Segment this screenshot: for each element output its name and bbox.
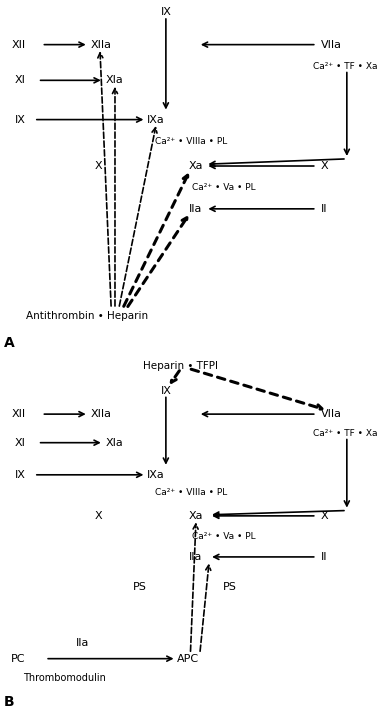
Text: Ca²⁺ • VIIIa • PL: Ca²⁺ • VIIIa • PL bbox=[155, 488, 227, 497]
Text: IXa: IXa bbox=[147, 114, 165, 125]
Text: Ca²⁺ • Va • PL: Ca²⁺ • Va • PL bbox=[192, 183, 256, 192]
Text: X: X bbox=[320, 511, 328, 521]
Text: X: X bbox=[320, 161, 328, 171]
Text: II: II bbox=[320, 552, 327, 562]
Text: Antithrombin • Heparin: Antithrombin • Heparin bbox=[26, 311, 148, 321]
Text: Thrombomodulin: Thrombomodulin bbox=[23, 673, 106, 683]
Text: X: X bbox=[94, 161, 102, 171]
Text: IX: IX bbox=[161, 7, 171, 18]
Text: XI: XI bbox=[15, 438, 26, 448]
Text: Heparin • TFPI: Heparin • TFPI bbox=[144, 361, 218, 371]
Text: PS: PS bbox=[133, 582, 146, 593]
Text: IIa: IIa bbox=[188, 552, 202, 562]
Text: Ca²⁺ • VIIIa • PL: Ca²⁺ • VIIIa • PL bbox=[155, 136, 227, 146]
Text: Xa: Xa bbox=[188, 161, 203, 171]
Text: VIIa: VIIa bbox=[320, 409, 342, 419]
Text: XIIa: XIIa bbox=[90, 409, 112, 419]
Text: PC: PC bbox=[11, 653, 26, 664]
Text: IX: IX bbox=[15, 114, 26, 125]
Text: IXa: IXa bbox=[147, 470, 165, 480]
Text: Ca²⁺ • Va • PL: Ca²⁺ • Va • PL bbox=[192, 532, 256, 540]
Text: X: X bbox=[94, 511, 102, 521]
Text: II: II bbox=[320, 203, 327, 214]
Text: APC: APC bbox=[177, 653, 199, 664]
Text: B: B bbox=[4, 695, 14, 708]
Text: Ca²⁺ • TF • Xa: Ca²⁺ • TF • Xa bbox=[313, 429, 377, 438]
Text: XIa: XIa bbox=[106, 438, 123, 448]
Text: XI: XI bbox=[15, 75, 26, 86]
Text: XII: XII bbox=[11, 409, 25, 419]
Text: IX: IX bbox=[15, 470, 26, 480]
Text: A: A bbox=[4, 336, 15, 350]
Text: IIa: IIa bbox=[76, 638, 90, 648]
Text: PS: PS bbox=[223, 582, 237, 593]
Text: XIa: XIa bbox=[106, 75, 123, 86]
Text: VIIa: VIIa bbox=[320, 39, 342, 50]
Text: IIa: IIa bbox=[188, 203, 202, 214]
Text: XIIa: XIIa bbox=[90, 39, 112, 50]
Text: XII: XII bbox=[11, 39, 25, 50]
Text: Xa: Xa bbox=[188, 511, 203, 521]
Text: IX: IX bbox=[161, 386, 171, 396]
Text: Ca²⁺ • TF • Xa: Ca²⁺ • TF • Xa bbox=[313, 61, 377, 71]
